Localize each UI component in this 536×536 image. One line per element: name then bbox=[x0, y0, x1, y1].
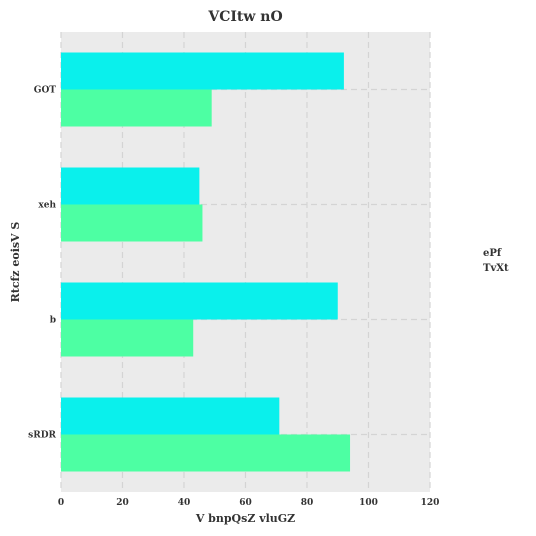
x-tick-label: 60 bbox=[239, 498, 252, 508]
bar-series-1 bbox=[61, 282, 338, 320]
y-tick-label: GOT bbox=[34, 86, 57, 96]
bar-series-2 bbox=[61, 89, 212, 127]
x-tick-label: 100 bbox=[359, 498, 378, 508]
x-tick-label: 80 bbox=[301, 498, 314, 508]
legend-entry: TvXt bbox=[483, 263, 509, 274]
x-tick-label: 0 bbox=[58, 498, 64, 508]
y-axis-label: Rtcfz eoisV S bbox=[9, 222, 22, 303]
bar-series-2 bbox=[61, 319, 194, 357]
bar-series-2 bbox=[61, 204, 203, 242]
y-tick-labels: GOT xeh b sRDR bbox=[28, 86, 56, 441]
bar-series-2 bbox=[61, 434, 351, 472]
legend: ePf TvXt bbox=[483, 248, 509, 274]
y-tick-label: b bbox=[50, 316, 56, 326]
bar-series-1 bbox=[61, 167, 200, 205]
x-tick-labels: 0 20 40 60 80 100 120 bbox=[58, 498, 440, 508]
y-tick-label: sRDR bbox=[28, 431, 56, 441]
x-tick-label: 40 bbox=[178, 498, 191, 508]
bar-series-1 bbox=[61, 397, 280, 435]
legend-entry: ePf bbox=[483, 248, 502, 259]
y-tick-label: xeh bbox=[38, 201, 56, 211]
x-axis-label: V bnpQsZ vluGZ bbox=[195, 512, 295, 525]
bars bbox=[61, 52, 351, 472]
chart-title: VCItw nO bbox=[207, 9, 282, 25]
bar-series-1 bbox=[61, 52, 344, 90]
x-tick-label: 20 bbox=[116, 498, 129, 508]
x-tick-label: 120 bbox=[421, 498, 440, 508]
